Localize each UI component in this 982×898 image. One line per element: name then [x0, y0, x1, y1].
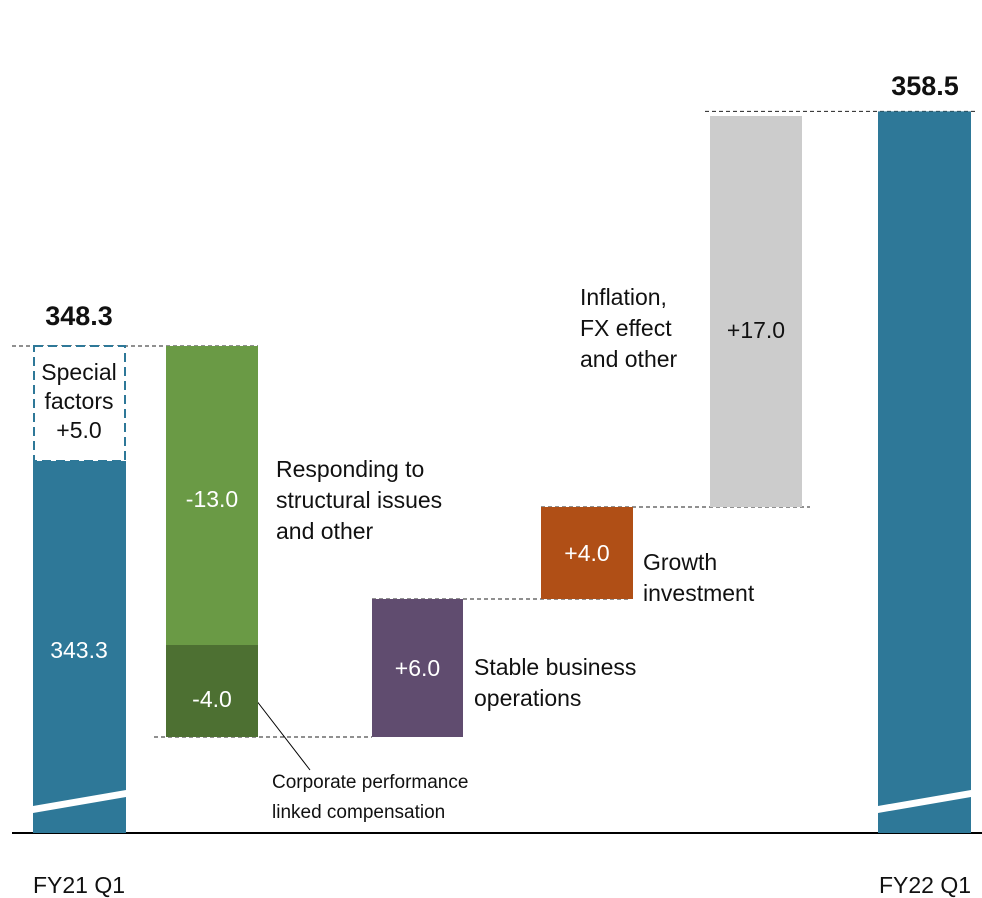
bars	[33, 111, 971, 833]
value-label-step-1: -13.0	[186, 486, 238, 512]
step-1-label: structural issues	[276, 487, 442, 513]
x-tick-label: FY22 Q1	[879, 872, 971, 898]
special-factors-label: Special	[41, 359, 116, 385]
x-tick-label: FY21 Q1	[33, 872, 125, 898]
connector-lines	[12, 111, 982, 833]
value-label-step-5: +17.0	[727, 317, 785, 343]
step-5-label: and other	[580, 346, 678, 372]
special-factors-label: factors	[44, 388, 113, 414]
step-4-label: Growth	[643, 549, 717, 575]
step-5-label: Inflation,	[580, 284, 667, 310]
step-3-label: Stable business	[474, 654, 636, 680]
value-label-step-2: -4.0	[192, 686, 232, 712]
leader-line	[256, 700, 310, 770]
step-3-label: operations	[474, 685, 581, 711]
bar-fy22-q1	[878, 111, 971, 833]
value-label-step-3: +6.0	[395, 655, 440, 681]
step-4-label: investment	[643, 580, 755, 606]
special-factors-label: +5.0	[56, 417, 101, 443]
step-2-label: Corporate performance	[272, 772, 468, 793]
step-2-label: linked compensation	[272, 802, 445, 823]
total-label-fy22: 358.5	[891, 71, 959, 101]
step-1-label: and other	[276, 518, 374, 544]
bar-step-5	[710, 116, 802, 507]
value-label-step-4: +4.0	[564, 540, 609, 566]
step-1-label: Responding to	[276, 456, 424, 482]
value-label-base: 343.3	[50, 637, 108, 663]
step-5-label: FX effect	[580, 315, 672, 341]
total-label-fy21: 348.3	[45, 301, 113, 331]
